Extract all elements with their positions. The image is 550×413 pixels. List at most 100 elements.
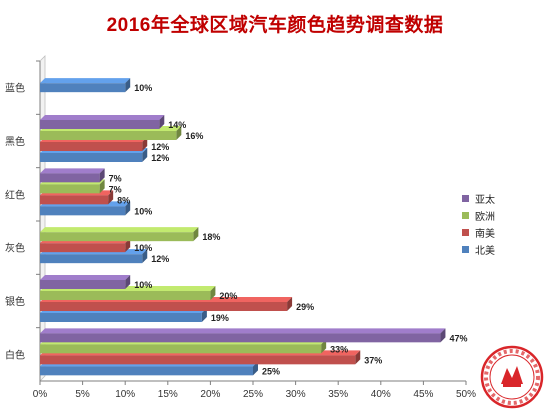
bar-end-face (125, 78, 131, 93)
bar (40, 142, 143, 151)
legend-swatch (462, 195, 469, 202)
bar-end-face (142, 137, 148, 151)
bar-end-face (125, 201, 131, 216)
bar-end-face (108, 190, 114, 205)
data-label: 10% (134, 206, 152, 216)
bar (40, 313, 202, 322)
bar (40, 243, 126, 253)
x-tick-label: 45% (413, 389, 433, 400)
bar (40, 184, 100, 194)
bar (40, 120, 160, 129)
bar (40, 254, 143, 264)
bar-top-face (40, 328, 446, 334)
bar-end-face (99, 179, 105, 194)
bar-top-face (40, 275, 131, 280)
bar (40, 333, 441, 343)
data-label: 33% (330, 344, 348, 354)
bar-end-face (321, 339, 327, 354)
data-label: 47% (449, 333, 467, 343)
bar (40, 83, 126, 93)
bar (40, 355, 356, 365)
bar (40, 206, 126, 216)
legend-swatch (462, 212, 469, 219)
legend-item: 亚太 (462, 190, 495, 207)
category-label: 红色 (5, 188, 25, 201)
legend-swatch (462, 229, 469, 236)
data-label: 25% (262, 366, 280, 376)
bar-end-face (176, 126, 182, 140)
bar-end-face (142, 249, 148, 264)
data-label: 12% (151, 254, 169, 264)
data-label: 10% (134, 83, 152, 93)
bar-end-face (125, 275, 131, 289)
bar-end-face (210, 286, 216, 300)
bar (40, 131, 177, 140)
bar-top-face (40, 115, 165, 120)
x-tick-label: 50% (456, 389, 476, 400)
legend-item: 北美 (462, 241, 495, 258)
school-seal-logo (480, 345, 544, 409)
x-tick-label: 20% (200, 389, 220, 400)
x-tick-label: 35% (328, 389, 348, 400)
data-label: 19% (211, 313, 229, 323)
data-label: 18% (202, 232, 220, 242)
bars (40, 78, 446, 376)
data-label: 14% (168, 120, 186, 130)
bar (40, 195, 109, 205)
data-label: 12% (151, 142, 169, 152)
data-label: 10% (134, 243, 152, 253)
legend-item: 欧洲 (462, 207, 495, 224)
legend-item: 南美 (462, 224, 495, 241)
bar-end-face (440, 328, 446, 343)
bar-end-face (355, 350, 361, 365)
legend-label: 欧洲 (475, 212, 495, 223)
bar (40, 153, 143, 162)
chart-title: 2016年全球区域汽车颜色趋势调查数据 (106, 15, 444, 36)
bar-top-face (40, 78, 131, 84)
legend-label: 亚太 (475, 195, 495, 206)
x-tick-label: 25% (243, 389, 263, 400)
bar-end-face (287, 297, 293, 311)
data-label: 37% (364, 355, 382, 365)
x-tick-label: 10% (115, 389, 135, 400)
bar (40, 173, 100, 183)
category-label: 蓝色 (5, 82, 25, 95)
legend-label: 南美 (475, 229, 495, 240)
data-label: 7% (109, 173, 122, 183)
bar (40, 344, 322, 354)
bar-end-face (193, 227, 199, 242)
legend: 亚太 欧洲 南美 北美 (462, 190, 495, 258)
bar-end-face (201, 308, 207, 322)
bar-top-face (40, 227, 199, 233)
category-label: 黑色 (5, 135, 25, 148)
x-tick-label: 5% (75, 389, 90, 400)
data-label: 8% (117, 195, 130, 205)
data-label: 20% (219, 291, 237, 301)
data-label: 10% (134, 280, 152, 290)
data-labels: 25%37%33%47%19%29%20%10%12%10%18%10%8%7%… (109, 83, 468, 376)
bar (40, 232, 194, 242)
bar (40, 291, 211, 300)
category-label: 灰色 (5, 242, 25, 255)
x-tick-label: 15% (158, 389, 178, 400)
legend-label: 北美 (475, 246, 495, 257)
x-tick-label: 40% (371, 389, 391, 400)
category-label: 白色 (5, 348, 25, 361)
data-label: 29% (296, 302, 314, 312)
bar-end-face (142, 148, 148, 162)
bar-top-face (40, 168, 105, 174)
bar-end-face (253, 361, 258, 376)
bar-end-face (99, 168, 105, 183)
data-label: 16% (185, 131, 203, 141)
legend-swatch (462, 246, 469, 253)
x-tick-label: 30% (286, 389, 306, 400)
bar (40, 280, 126, 289)
x-tick-label: 0% (33, 389, 48, 400)
bar-end-face (159, 115, 165, 129)
bar-end-face (125, 238, 131, 253)
category-label: 银色 (5, 295, 25, 308)
bar (40, 302, 288, 311)
data-label: 12% (151, 153, 169, 163)
bar (40, 366, 253, 376)
